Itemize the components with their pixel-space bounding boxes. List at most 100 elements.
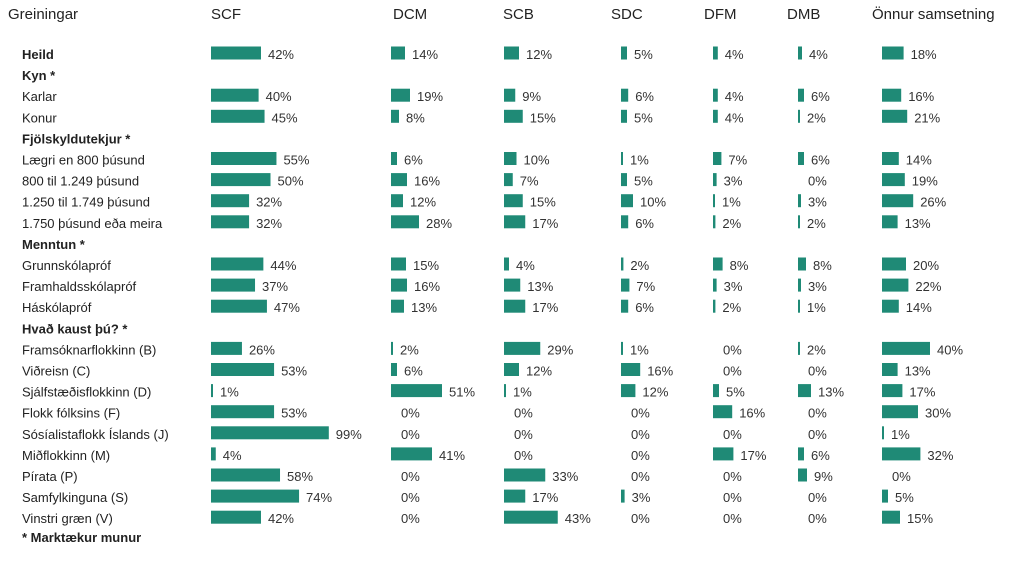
data-label: 6% [811, 448, 830, 463]
data-label: 3% [808, 195, 827, 210]
bar [211, 152, 277, 165]
row-label: Pírata (P) [22, 469, 78, 484]
data-label: 20% [913, 258, 939, 273]
data-label: 6% [811, 89, 830, 104]
bar [211, 215, 250, 229]
bar [882, 299, 899, 313]
data-label: 14% [906, 300, 932, 315]
data-label: 6% [635, 300, 654, 315]
data-label: 5% [895, 490, 914, 505]
data-label: 6% [635, 216, 654, 231]
bar [391, 278, 407, 292]
column-header: DCM [393, 6, 427, 23]
bar [391, 215, 419, 229]
data-label: 0% [631, 448, 650, 463]
data-label: 0% [514, 448, 533, 463]
data-label: 32% [927, 448, 953, 463]
data-label: 6% [404, 364, 423, 379]
row-label: Konur [22, 110, 57, 125]
data-label: 2% [630, 258, 649, 273]
data-label: 13% [411, 300, 437, 315]
data-label: 53% [281, 364, 307, 379]
bar [211, 194, 250, 208]
bar [621, 489, 625, 503]
data-label: 55% [283, 153, 309, 168]
column-header: DMB [787, 6, 820, 23]
data-label: 12% [526, 47, 552, 62]
data-label: 16% [908, 89, 934, 104]
data-label: 0% [808, 511, 827, 526]
data-label: 6% [635, 89, 654, 104]
data-label: 18% [911, 47, 937, 62]
bar [798, 278, 801, 292]
bar [882, 489, 888, 503]
bar [504, 510, 558, 524]
bar [713, 215, 716, 229]
bar [211, 384, 213, 398]
data-label: 43% [565, 511, 591, 526]
data-label: 1% [891, 427, 910, 442]
bar [391, 46, 405, 60]
group-label: Fjölskyldutekjur * [22, 131, 131, 146]
bar [798, 194, 801, 208]
row-label: 1.750 þúsund eða meira [22, 216, 163, 231]
bar [391, 173, 407, 187]
bar [504, 278, 521, 292]
data-label: 17% [532, 300, 558, 315]
bar [391, 257, 406, 271]
bar [798, 468, 807, 482]
row-label: Samfylkinguna (S) [22, 490, 128, 505]
bar [713, 299, 716, 313]
data-label: 19% [417, 89, 443, 104]
bar [621, 278, 630, 292]
row-label: Grunnskólapróf [22, 258, 111, 273]
data-label: 1% [807, 300, 826, 315]
data-label: 12% [526, 364, 552, 379]
data-label: 74% [306, 490, 332, 505]
column-header: SDC [611, 6, 643, 23]
data-label: 1% [630, 153, 649, 168]
bar [798, 257, 806, 271]
row-label: 1.250 til 1.749 þúsund [22, 195, 150, 210]
corner-label: Greiningar [8, 6, 78, 23]
row-label: 800 til 1.249 þúsund [22, 174, 139, 189]
data-label: 16% [739, 406, 765, 421]
bar [211, 88, 259, 102]
footnote: * Marktækur munur [22, 530, 141, 545]
data-label: 15% [413, 258, 439, 273]
row-label: Miðflokkinn (M) [22, 448, 110, 463]
bar [504, 194, 523, 208]
bar [211, 510, 261, 524]
bar [798, 299, 800, 313]
data-label: 4% [809, 47, 828, 62]
data-label: 0% [401, 406, 420, 421]
data-label: 5% [634, 110, 653, 125]
data-label: 0% [723, 490, 742, 505]
bar [504, 468, 546, 482]
data-label: 50% [278, 174, 304, 189]
bar [504, 173, 513, 187]
bar [391, 384, 442, 398]
bar [391, 88, 410, 102]
row-label: Vinstri græn (V) [22, 511, 113, 526]
data-label: 16% [414, 279, 440, 294]
data-label: 1% [722, 195, 741, 210]
bar [211, 257, 264, 271]
data-label: 17% [740, 448, 766, 463]
data-label: 0% [723, 469, 742, 484]
data-label: 13% [905, 216, 931, 231]
data-label: 4% [223, 448, 242, 463]
data-label: 0% [631, 469, 650, 484]
bar [621, 341, 623, 355]
data-label: 16% [414, 174, 440, 189]
row-label: Flokk fólksins (F) [22, 406, 120, 421]
data-label: 19% [912, 174, 938, 189]
data-label: 0% [892, 469, 911, 484]
bar [798, 341, 800, 355]
data-label: 13% [818, 385, 844, 400]
bar [504, 257, 509, 271]
data-label: 15% [530, 110, 556, 125]
data-label: 3% [632, 490, 651, 505]
data-label: 5% [634, 47, 653, 62]
bar [211, 363, 275, 376]
